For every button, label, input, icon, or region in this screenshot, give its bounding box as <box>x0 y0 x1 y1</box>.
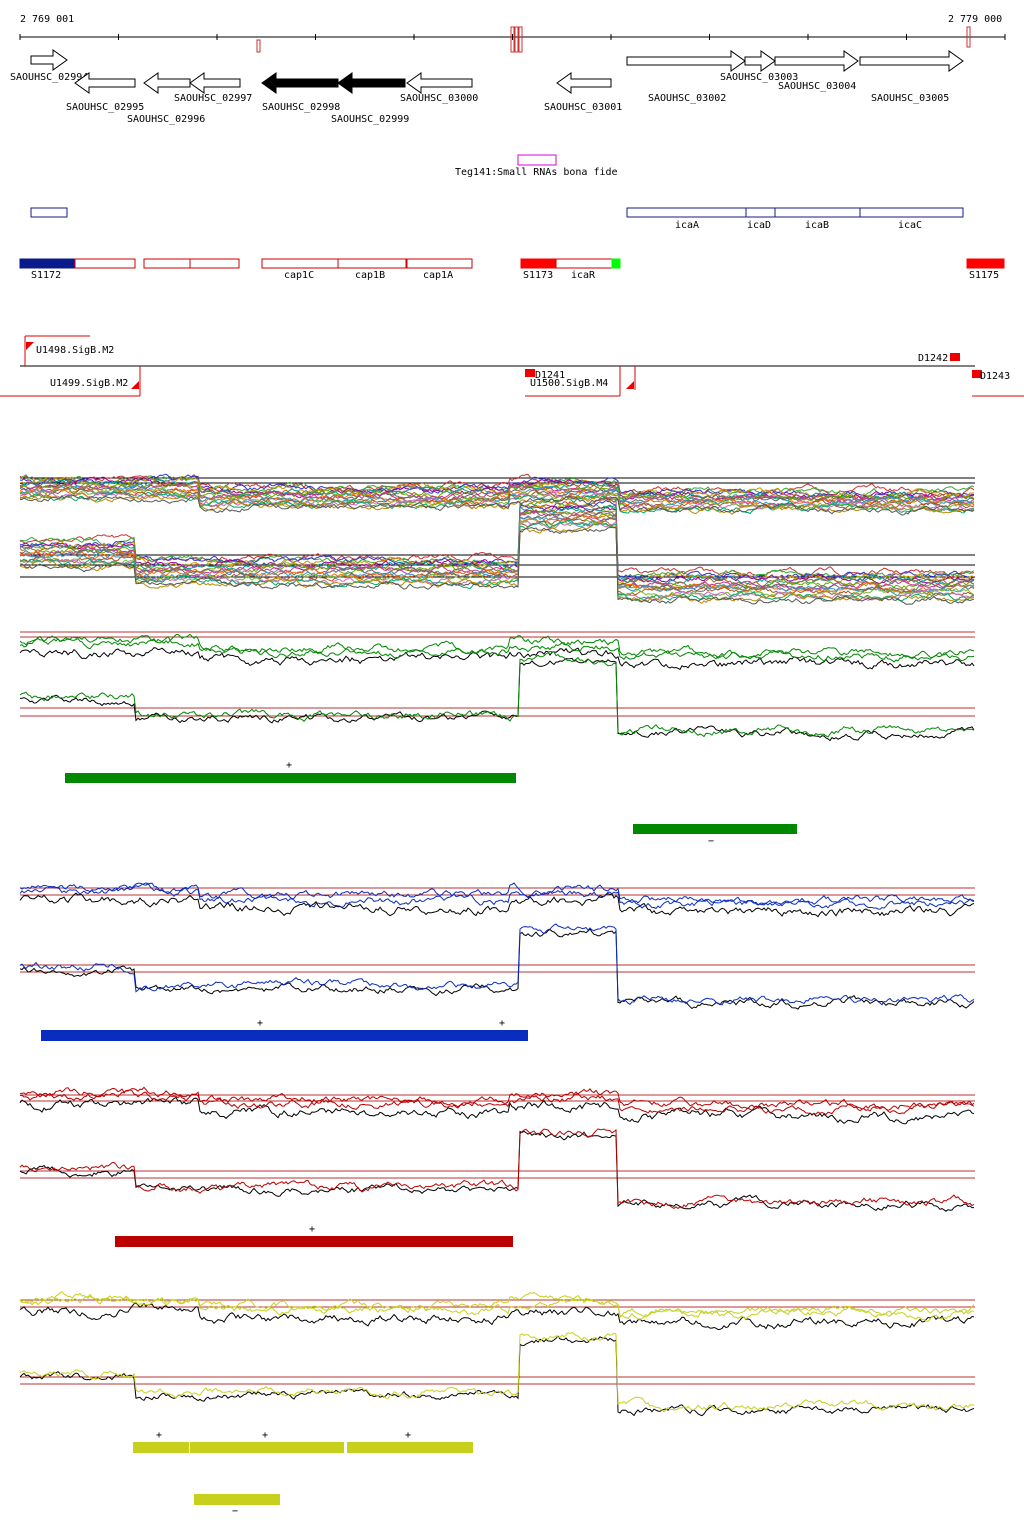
strand-mark: + <box>257 1018 263 1029</box>
trace <box>19 928 975 1010</box>
segment-label: cap1C <box>284 270 314 281</box>
strand-mark: + <box>262 1430 268 1441</box>
trace <box>19 657 975 742</box>
gene-label: SAOUHSC_03002 <box>648 93 726 104</box>
segment-label: cap1A <box>423 270 453 281</box>
segments <box>19 258 1005 269</box>
trace <box>19 500 975 580</box>
promoter-marks <box>0 335 1024 397</box>
gene-arrow <box>337 72 406 94</box>
gene-label: SAOUHSC_02994 <box>10 72 88 83</box>
trace <box>19 1295 975 1322</box>
strand-mark: + <box>405 1430 411 1441</box>
segment-label: cap1B <box>355 270 385 281</box>
trace <box>19 487 975 512</box>
operon-label: icaD <box>747 220 771 231</box>
promoter-label: D1241 <box>535 370 565 381</box>
gene-label: SAOUHSC_03000 <box>400 93 478 104</box>
segment-label: S1172 <box>31 270 61 281</box>
ruler-end: 2 779 000 <box>948 14 1002 25</box>
small-rna-box <box>517 154 557 166</box>
gene-arrow <box>261 72 339 94</box>
operon-label: icaC <box>898 220 922 231</box>
gene-arrow <box>406 72 473 94</box>
trace <box>19 882 975 907</box>
strand-mark: − <box>708 836 714 847</box>
gene-arrow <box>626 50 746 72</box>
trace <box>20 1086 975 1112</box>
small-rna-label: Teg141:Small RNAs bona fide <box>455 167 618 178</box>
gene-label: SAOUHSC_02995 <box>66 102 144 113</box>
promoter-label: U1498.SigB.M2 <box>36 345 114 356</box>
trace <box>19 1128 975 1210</box>
trace <box>19 476 974 500</box>
trace <box>19 517 975 596</box>
trace <box>19 494 975 516</box>
ruler-feature <box>518 26 523 53</box>
promoter-flags <box>26 342 982 389</box>
strand-mark: + <box>499 1018 505 1029</box>
trace <box>19 1302 975 1331</box>
promoter-label: D1243 <box>980 371 1010 382</box>
promoter-label: D1242 <box>918 353 948 364</box>
trace <box>19 923 975 1006</box>
trace <box>19 882 975 910</box>
gene-label: SAOUHSC_03005 <box>871 93 949 104</box>
gene-arrow <box>189 72 241 94</box>
trace <box>19 492 975 515</box>
ruler-feature <box>510 26 515 53</box>
trace <box>19 1290 975 1318</box>
trace <box>19 633 975 660</box>
trace <box>19 650 975 738</box>
gene-arrow <box>30 49 68 71</box>
strand-mark: + <box>309 1224 315 1235</box>
segment-label: S1173 <box>523 270 553 281</box>
trace <box>19 526 975 605</box>
trace <box>19 892 975 918</box>
gene-label: SAOUHSC_02997 <box>174 93 252 104</box>
trace <box>19 514 975 593</box>
gene-arrow <box>74 72 136 94</box>
operon-label: icaB <box>805 220 829 231</box>
gene-label: SAOUHSC_03001 <box>544 102 622 113</box>
gene-label: SAOUHSC_02996 <box>127 114 205 125</box>
ruler-feature <box>256 39 261 53</box>
gene-arrow <box>143 72 191 94</box>
condition-bars <box>41 773 797 1505</box>
gene-arrow <box>744 50 776 72</box>
trace <box>19 1335 975 1417</box>
strand-mark: + <box>156 1430 162 1441</box>
segment-label: S1175 <box>969 270 999 281</box>
trace <box>19 1087 975 1116</box>
trace <box>19 635 975 663</box>
ruler-feature <box>514 26 519 53</box>
trace <box>19 520 975 605</box>
gene-label: SAOUHSC_03003 <box>720 72 798 83</box>
gene-arrow <box>556 72 612 94</box>
gene-label: SAOUHSC_02999 <box>331 114 409 125</box>
operon-box <box>30 207 68 218</box>
segment-label: icaR <box>571 270 596 281</box>
promoter-label: U1500.SigB.M4 <box>530 378 608 389</box>
trace <box>19 1331 975 1413</box>
gene-label: SAOUHSC_03004 <box>778 81 856 92</box>
strand-mark: + <box>286 760 292 771</box>
gene-label: SAOUHSC_02998 <box>262 102 340 113</box>
strand-mark: − <box>232 1506 238 1517</box>
operon-label: icaA <box>675 220 699 231</box>
ruler-feature <box>966 26 971 48</box>
promoter-label: U1499.SigB.M2 <box>50 378 128 389</box>
gene-arrow <box>774 50 859 72</box>
operon <box>626 207 964 218</box>
trace <box>19 509 975 587</box>
trace <box>19 1096 975 1125</box>
trace <box>19 504 975 586</box>
ruler-start: 2 769 001 <box>20 14 74 25</box>
gene-arrow <box>859 50 964 72</box>
